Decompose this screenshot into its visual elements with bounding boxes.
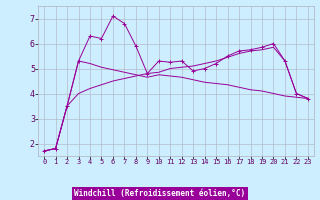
Text: Windchill (Refroidissement éolien,°C): Windchill (Refroidissement éolien,°C) xyxy=(75,189,245,198)
